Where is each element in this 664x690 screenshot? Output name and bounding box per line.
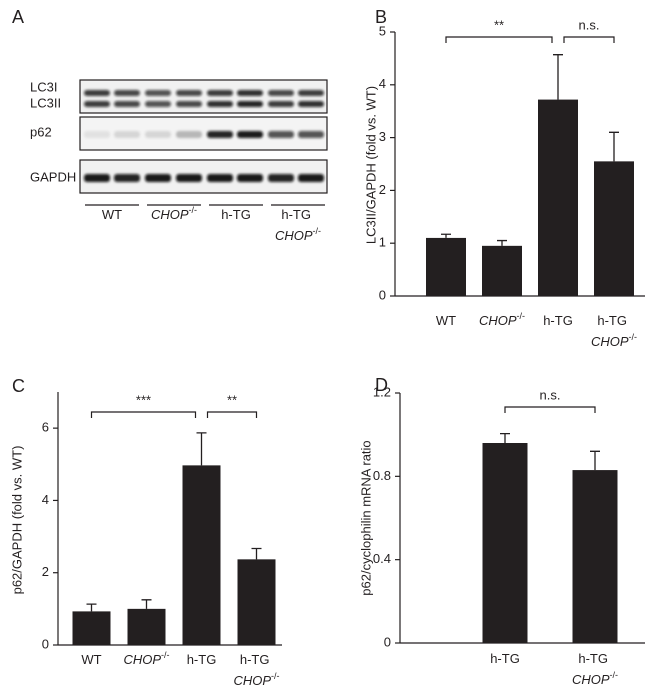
- significance-bracket: [563, 36, 615, 43]
- significance-label: **: [227, 392, 237, 407]
- y-tick-label: 0: [379, 287, 386, 302]
- blot-row-label: LC3I: [30, 79, 57, 94]
- y-tick-label: 4: [42, 492, 49, 507]
- error-bar: [497, 239, 507, 246]
- lane-group-label: CHOP-/-: [151, 205, 197, 222]
- lane-group-label: WT: [102, 207, 122, 222]
- bar: [72, 611, 111, 645]
- x-tick-label: h-TG: [187, 652, 217, 667]
- y-tick-label: 2: [379, 182, 386, 197]
- significance-label: **: [494, 17, 504, 32]
- x-tick-label: h-TG CHOP-/-: [233, 652, 279, 688]
- bar: [237, 559, 276, 645]
- bar: [482, 443, 528, 643]
- y-axis-label: LC3II/GAPDH (fold vs. WT): [363, 86, 378, 244]
- blot-row-label: p62: [30, 124, 52, 139]
- error-bar: [553, 54, 563, 100]
- y-tick-label: 5: [379, 23, 386, 38]
- x-tick-label: h-TG CHOP-/-: [591, 313, 637, 349]
- y-axis-label: p62/GAPDH (fold vs. WT): [9, 446, 24, 595]
- bar: [182, 465, 221, 645]
- error-bar: [86, 603, 97, 612]
- bar: [572, 470, 618, 643]
- significance-bracket: [90, 411, 197, 418]
- significance-label: n.s.: [579, 17, 600, 32]
- lane-group-label: h-TG CHOP-/-: [275, 207, 321, 243]
- bar: [538, 99, 578, 296]
- y-tick-label: 3: [379, 129, 386, 144]
- x-tick-label: WT: [81, 652, 101, 667]
- blot-image: [79, 79, 328, 194]
- x-tick-label: CHOP-/-: [123, 650, 169, 667]
- error-bar: [196, 432, 207, 466]
- significance-label: n.s.: [540, 387, 561, 402]
- y-tick-label: 2: [42, 564, 49, 579]
- panel-label: A: [12, 7, 24, 27]
- bar: [127, 608, 166, 645]
- x-tick-label: WT: [436, 313, 456, 328]
- significance-bracket: [445, 36, 553, 43]
- panel-label: C: [12, 376, 25, 396]
- y-tick-label: 4: [379, 76, 386, 91]
- panel-label: D: [375, 375, 388, 395]
- error-bar: [141, 599, 152, 609]
- bar: [482, 245, 522, 296]
- lane-group-label: h-TG: [221, 207, 251, 222]
- x-tick-label: CHOP-/-: [479, 311, 525, 328]
- blot-row-label: LC3II: [30, 95, 61, 110]
- blot-row-label: GAPDH: [30, 169, 76, 184]
- y-tick-label: 6: [42, 420, 49, 435]
- y-tick-label: 1: [379, 235, 386, 250]
- x-tick-label: h-TG: [543, 313, 573, 328]
- y-axis-label: p62/cyclophilin mRNA ratio: [358, 440, 373, 595]
- y-tick-label: 0: [384, 634, 391, 649]
- error-bar: [609, 131, 619, 162]
- bar: [594, 161, 634, 296]
- y-tick-label: 0.4: [373, 551, 391, 566]
- error-bar: [441, 233, 451, 238]
- bar: [426, 237, 466, 296]
- significance-label: ***: [136, 392, 151, 407]
- error-bar: [590, 450, 600, 471]
- x-tick-label: h-TG CHOP-/-: [572, 651, 618, 687]
- error-bar: [251, 547, 262, 560]
- significance-bracket: [206, 411, 258, 418]
- error-bar: [500, 432, 510, 443]
- y-tick-label: 1.2: [373, 384, 391, 399]
- significance-bracket: [504, 406, 596, 413]
- y-tick-label: 0.8: [373, 468, 391, 483]
- y-tick-label: 0: [42, 636, 49, 651]
- x-tick-label: h-TG: [490, 651, 520, 666]
- panel-label: B: [375, 7, 387, 27]
